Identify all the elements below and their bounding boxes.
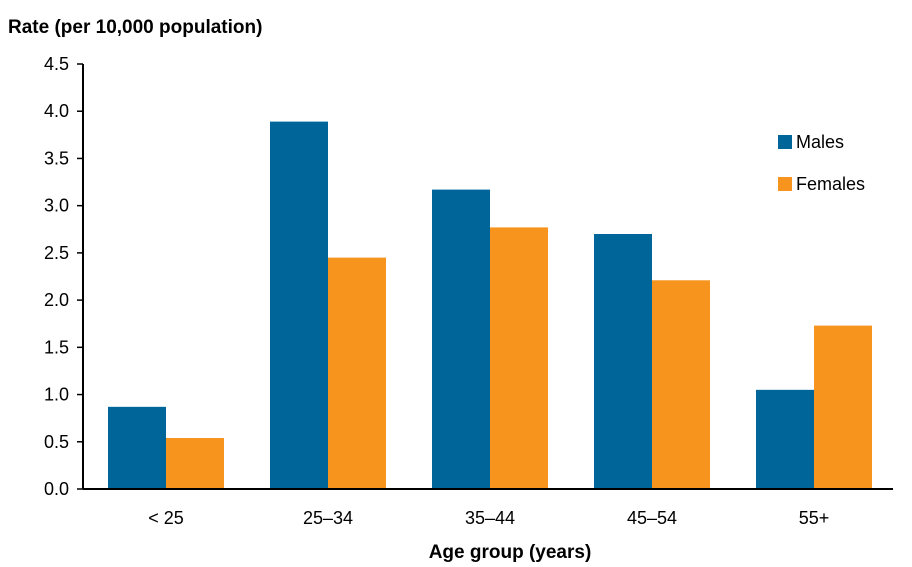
y-tick-label: 1.5 <box>44 337 69 357</box>
bar-females-3 <box>652 280 710 489</box>
bars-group <box>108 121 872 489</box>
x-axis-title: Age group (years) <box>429 542 592 562</box>
bar-males-0 <box>108 406 166 489</box>
bar-females-4 <box>814 325 872 489</box>
y-tick-label: 1.0 <box>44 385 69 405</box>
y-axis-title: Rate (per 10,000 population) <box>8 17 262 38</box>
legend-swatch-females <box>778 177 792 191</box>
y-tick-label: 0.5 <box>44 432 69 452</box>
bar-males-3 <box>594 234 652 489</box>
y-tick-label: 3.0 <box>44 196 69 216</box>
y-tick-label: 2.0 <box>44 290 69 310</box>
y-tick-label: 2.5 <box>44 243 69 263</box>
legend-label-males: Males <box>796 132 844 152</box>
bar-males-4 <box>756 389 814 489</box>
x-tick-label: 45–54 <box>627 508 677 528</box>
x-tick-label: < 25 <box>148 508 184 528</box>
y-tick-label: 0.0 <box>44 479 69 499</box>
legend: Males Females <box>778 132 865 194</box>
bar-females-0 <box>166 438 224 489</box>
y-tick-label: 3.5 <box>44 148 69 168</box>
y-tick-label: 4.0 <box>44 101 69 121</box>
bar-males-1 <box>270 121 328 489</box>
legend-swatch-males <box>778 135 792 149</box>
bar-females-2 <box>490 227 548 489</box>
x-tick-label: 35–44 <box>465 508 515 528</box>
x-tick-label: 25–34 <box>303 508 353 528</box>
x-tick-label: 55+ <box>799 508 830 528</box>
y-tick-label: 4.5 <box>44 54 69 74</box>
y-axis-ticks: 0.0 0.5 1.0 1.5 2.0 2.5 3.0 3.5 4.0 4.5 <box>44 54 83 499</box>
bar-females-1 <box>328 257 386 489</box>
x-axis-ticks: < 25 25–34 35–44 45–54 55+ <box>148 508 829 528</box>
bar-males-2 <box>432 189 490 489</box>
legend-label-females: Females <box>796 174 865 194</box>
